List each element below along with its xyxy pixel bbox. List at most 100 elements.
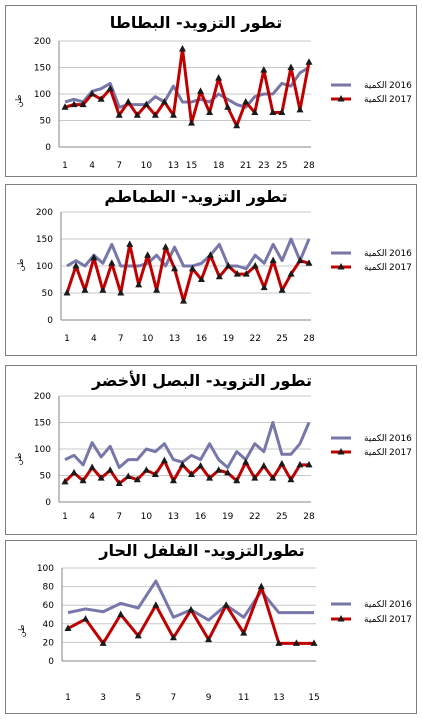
x-tick-label: 10 bbox=[141, 512, 153, 522]
data-point-marker bbox=[115, 111, 123, 118]
y-tick-label: 40 bbox=[43, 620, 55, 630]
data-point-marker bbox=[124, 97, 132, 105]
data-point-marker bbox=[188, 119, 196, 126]
data-point-marker bbox=[205, 635, 213, 643]
data-point-marker bbox=[233, 476, 241, 484]
legend-label-2016: 2016 bbox=[389, 81, 412, 91]
legend-label-2016: 2016 bbox=[389, 249, 412, 259]
chart-panel-green-onion: تطور التزويد- البصل الأخضر 0 50 100 150 200 طن… bbox=[5, 365, 417, 535]
data-point-marker bbox=[251, 108, 259, 116]
data-point-marker bbox=[70, 468, 78, 476]
data-point-marker bbox=[117, 289, 125, 296]
x-tick-label: 3 bbox=[100, 693, 106, 703]
data-point-marker bbox=[269, 108, 277, 116]
y-axis-label: طن bbox=[14, 453, 23, 465]
data-point-marker bbox=[97, 474, 105, 481]
data-point-marker bbox=[180, 297, 188, 304]
data-point-marker bbox=[278, 108, 286, 116]
x-tick-label: 25 bbox=[276, 161, 287, 171]
x-tick-label: 5 bbox=[135, 693, 141, 703]
data-point-marker bbox=[260, 461, 268, 469]
legend-word-2017: الكمية bbox=[364, 95, 387, 105]
data-point-marker bbox=[251, 262, 259, 269]
x-tick-label: 21 bbox=[240, 161, 251, 171]
x-tick-label: 13 bbox=[168, 161, 179, 171]
x-tick-label: 28 bbox=[303, 161, 315, 171]
x-tick-label: 4 bbox=[89, 161, 95, 171]
y-tick-label: 200 bbox=[34, 37, 51, 47]
y-tick-label: 0 bbox=[47, 316, 53, 326]
data-point-marker bbox=[260, 283, 268, 291]
data-point-marker bbox=[188, 470, 196, 477]
data-point-marker bbox=[61, 477, 69, 485]
x-tick-label: 10 bbox=[142, 334, 154, 344]
data-point-marker bbox=[233, 270, 241, 277]
data-point-marker bbox=[106, 466, 114, 473]
chart-title: تطور التزويد- الطماطم bbox=[104, 187, 287, 206]
chart-green-onion: تطور التزويد- البصل الأخضر 0 50 100 150 200 طن… bbox=[14, 371, 412, 522]
x-tick-label: 13 bbox=[168, 512, 179, 522]
data-point-marker bbox=[197, 87, 205, 94]
x-tick-label: 4 bbox=[89, 512, 95, 522]
x-tick-label: 25 bbox=[276, 512, 287, 522]
series-line-2016 bbox=[64, 421, 311, 470]
data-point-marker bbox=[206, 474, 214, 481]
data-point-marker bbox=[126, 240, 134, 247]
data-point-marker bbox=[269, 256, 277, 264]
data-point-marker bbox=[224, 103, 232, 110]
data-point-marker bbox=[222, 601, 230, 608]
chart-tomato: تطور التزويد- الطماطم 0 50 100 150 200 طن 1 4 7 10… bbox=[16, 187, 412, 344]
data-point-marker bbox=[79, 476, 87, 484]
legend-word-2017: الكمية bbox=[364, 448, 387, 458]
x-tick-label: 10 bbox=[141, 161, 153, 171]
data-point-marker bbox=[151, 470, 159, 477]
data-point-marker bbox=[287, 63, 295, 70]
data-point-marker bbox=[224, 468, 232, 476]
x-tick-label: 16 bbox=[195, 512, 207, 522]
data-point-marker bbox=[160, 97, 168, 105]
data-point-marker bbox=[197, 461, 205, 469]
data-point-marker bbox=[292, 639, 300, 646]
data-point-marker bbox=[99, 639, 107, 646]
data-point-marker bbox=[97, 95, 105, 102]
x-tick-label: 22 bbox=[249, 334, 260, 344]
y-tick-label: 50 bbox=[40, 472, 52, 482]
data-point-marker bbox=[206, 251, 214, 258]
data-point-marker bbox=[251, 474, 259, 481]
x-tick-label: 13 bbox=[273, 693, 284, 703]
x-tick-label: 1 bbox=[62, 161, 68, 171]
chart-title: تطورالتزويد- الفلفل الحار bbox=[98, 541, 304, 560]
data-point-marker bbox=[187, 605, 195, 613]
x-tick-label: 9 bbox=[206, 693, 212, 703]
legend-marker bbox=[337, 95, 345, 102]
y-axis-label: طن bbox=[17, 625, 26, 637]
legend-label-2017: 2017 bbox=[389, 263, 412, 273]
x-tick-label: 28 bbox=[303, 334, 315, 344]
data-point-marker bbox=[70, 100, 78, 108]
data-point-marker bbox=[162, 243, 170, 250]
y-tick-label: 80 bbox=[43, 583, 55, 593]
legend-label-2017: 2017 bbox=[389, 95, 412, 105]
y-axis-label: طن bbox=[14, 95, 23, 107]
data-point-marker bbox=[152, 601, 160, 608]
x-tick-label: 19 bbox=[222, 512, 234, 522]
data-point-marker bbox=[305, 259, 313, 266]
data-point-marker bbox=[135, 280, 143, 288]
legend-marker bbox=[337, 615, 345, 622]
y-tick-label: 60 bbox=[43, 601, 55, 611]
x-tick-label: 16 bbox=[196, 334, 208, 344]
data-point-marker bbox=[278, 286, 286, 293]
data-point-marker bbox=[310, 639, 318, 646]
x-tick-label: 11 bbox=[238, 693, 249, 703]
series-line-2017 bbox=[67, 585, 314, 645]
y-tick-label: 150 bbox=[34, 419, 51, 429]
x-tick-label: 4 bbox=[91, 334, 97, 344]
data-point-marker bbox=[133, 111, 141, 118]
chart-hot-pepper: تطورالتزويد- الفلفل الحار 0 20 40 60 80 100 طن 1… bbox=[17, 541, 412, 703]
x-tick-label: 7 bbox=[171, 693, 177, 703]
x-tick-label: 7 bbox=[116, 512, 122, 522]
y-tick-label: 0 bbox=[48, 657, 54, 667]
chart-title: تطور التزويد- البطاطا bbox=[110, 13, 282, 32]
data-point-marker bbox=[169, 111, 177, 118]
y-tick-label: 100 bbox=[34, 90, 51, 100]
